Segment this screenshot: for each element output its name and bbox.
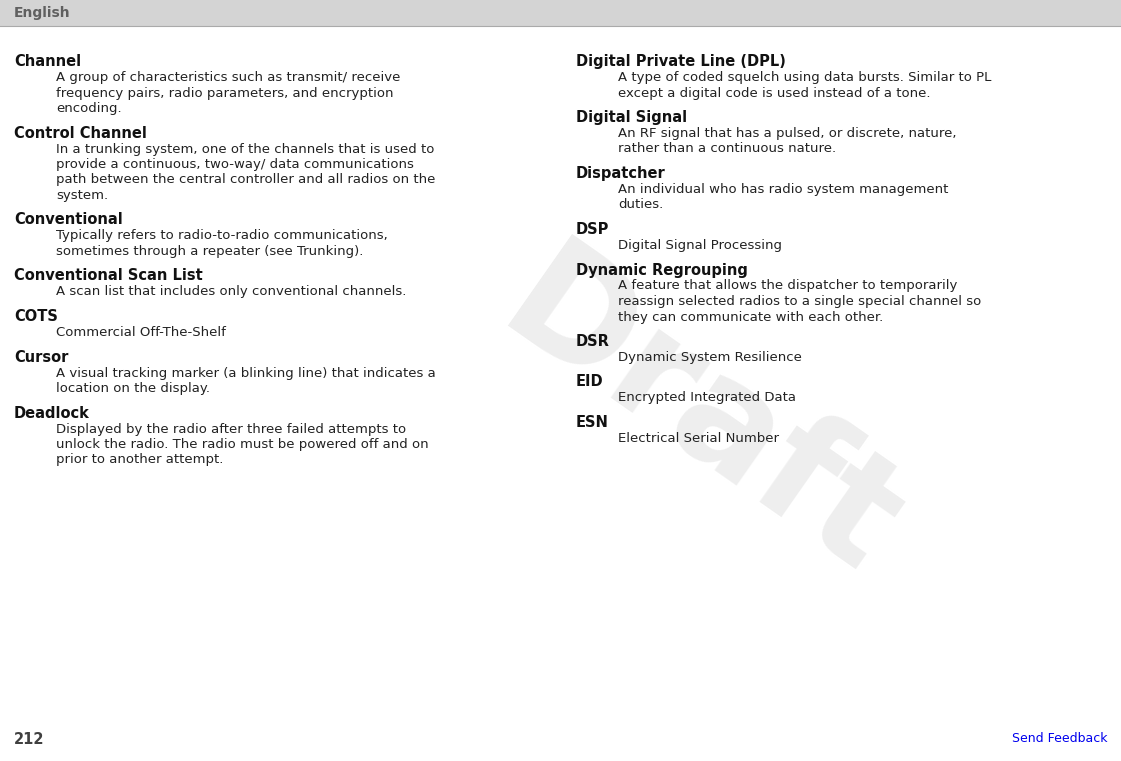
Text: Encrypted Integrated Data: Encrypted Integrated Data [618,391,796,405]
Text: Commercial Off-The-Shelf: Commercial Off-The-Shelf [56,326,225,339]
Text: frequency pairs, radio parameters, and encryption: frequency pairs, radio parameters, and e… [56,87,393,100]
Text: An RF signal that has a pulsed, or discrete, nature,: An RF signal that has a pulsed, or discr… [618,127,956,140]
Text: provide a continuous, two-way/ data communications: provide a continuous, two-way/ data comm… [56,158,414,171]
Text: Typically refers to radio-to-radio communications,: Typically refers to radio-to-radio commu… [56,230,388,243]
Text: Draft: Draft [475,230,925,607]
Text: An individual who has radio system management: An individual who has radio system manag… [618,183,948,196]
Text: DSP: DSP [576,222,610,237]
Text: Dynamic Regrouping: Dynamic Regrouping [576,263,748,278]
Text: Electrical Serial Number: Electrical Serial Number [618,432,779,445]
Text: Conventional: Conventional [13,212,123,228]
Text: A scan list that includes only conventional channels.: A scan list that includes only conventio… [56,285,407,298]
Text: rather than a continuous nature.: rather than a continuous nature. [618,142,836,155]
Text: In a trunking system, one of the channels that is used to: In a trunking system, one of the channel… [56,142,434,155]
Text: 212: 212 [13,731,45,747]
Text: Dynamic System Resilience: Dynamic System Resilience [618,351,802,364]
Text: ESN: ESN [576,415,609,430]
Text: English: English [13,6,71,20]
Text: prior to another attempt.: prior to another attempt. [56,454,223,466]
Text: Channel: Channel [13,54,81,69]
Text: Digital Private Line (DPL): Digital Private Line (DPL) [576,54,786,69]
Bar [0,0,1121,26]
Text: Cursor: Cursor [13,349,68,365]
Text: sometimes through a repeater (see Trunking).: sometimes through a repeater (see Trunki… [56,245,363,258]
Text: Deadlock: Deadlock [13,406,90,421]
Text: A visual tracking marker (a blinking line) that indicates a: A visual tracking marker (a blinking lin… [56,367,436,380]
Text: COTS: COTS [13,309,58,324]
Text: encoding.: encoding. [56,102,121,115]
Text: they can communicate with each other.: they can communicate with each other. [618,310,883,323]
Text: A type of coded squelch using data bursts. Similar to PL: A type of coded squelch using data burst… [618,71,991,84]
Text: unlock the radio. The radio must be powered off and on: unlock the radio. The radio must be powe… [56,438,428,451]
Text: except a digital code is used instead of a tone.: except a digital code is used instead of… [618,87,930,100]
Text: duties.: duties. [618,199,664,212]
Text: path between the central controller and all radios on the: path between the central controller and … [56,174,435,186]
Text: Control Channel: Control Channel [13,126,147,141]
Text: EID: EID [576,374,604,390]
Text: A feature that allows the dispatcher to temporarily: A feature that allows the dispatcher to … [618,279,957,292]
Text: Conventional Scan List: Conventional Scan List [13,269,203,284]
Text: A group of characteristics such as transmit/ receive: A group of characteristics such as trans… [56,71,400,84]
Text: Dispatcher: Dispatcher [576,166,666,181]
Text: system.: system. [56,189,108,202]
Text: Digital Signal Processing: Digital Signal Processing [618,239,782,252]
Text: reassign selected radios to a single special channel so: reassign selected radios to a single spe… [618,295,981,308]
Text: location on the display.: location on the display. [56,382,210,395]
Text: DSR: DSR [576,334,610,349]
Text: Send Feedback: Send Feedback [1011,733,1108,746]
Text: Digital Signal: Digital Signal [576,110,687,125]
Text: Displayed by the radio after three failed attempts to: Displayed by the radio after three faile… [56,422,406,435]
